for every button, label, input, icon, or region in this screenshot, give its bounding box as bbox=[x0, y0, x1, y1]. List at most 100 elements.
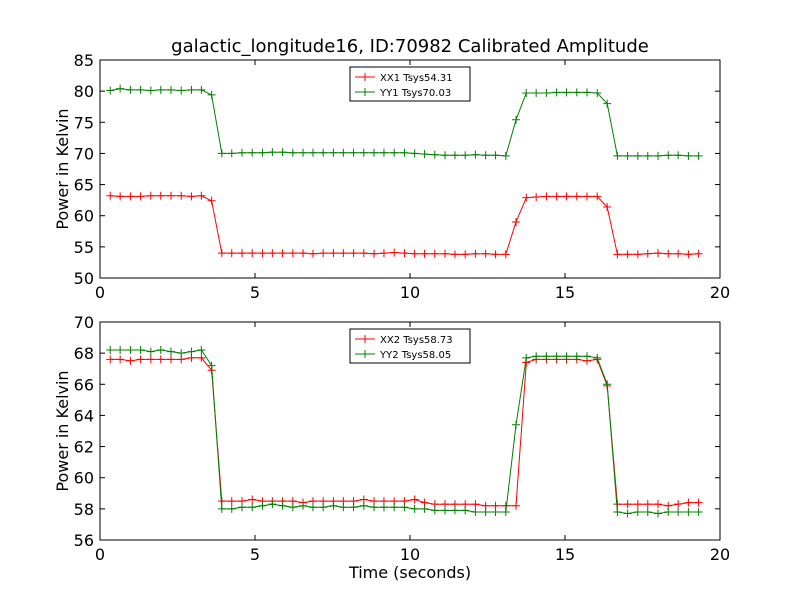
data-point-marker bbox=[501, 250, 510, 259]
data-point-marker bbox=[532, 352, 541, 361]
data-point-marker bbox=[461, 506, 470, 515]
data-point-marker bbox=[227, 504, 236, 513]
data-point-marker bbox=[684, 151, 693, 160]
data-point-marker bbox=[177, 191, 186, 200]
data-point-marker bbox=[319, 503, 328, 512]
x-tick-label: 10 bbox=[400, 283, 420, 302]
data-point-marker bbox=[106, 191, 115, 200]
y-tick-label: 60 bbox=[74, 469, 94, 488]
data-point-marker bbox=[461, 151, 470, 160]
y-tick-label: 64 bbox=[74, 406, 94, 425]
data-point-marker bbox=[237, 249, 246, 258]
data-point-marker bbox=[136, 346, 145, 355]
data-point-marker bbox=[379, 503, 388, 512]
data-point-marker bbox=[349, 249, 358, 258]
data-point-marker bbox=[288, 148, 297, 157]
data-point-marker bbox=[654, 151, 662, 160]
data-point-marker bbox=[450, 506, 459, 515]
data-point-marker bbox=[410, 504, 419, 513]
data-point-marker bbox=[613, 250, 622, 259]
series-line-xx2 bbox=[110, 357, 699, 507]
data-point-marker bbox=[664, 507, 673, 516]
data-point-marker bbox=[471, 507, 480, 516]
data-point-marker bbox=[522, 89, 531, 98]
data-point-marker bbox=[441, 506, 450, 515]
x-tick-label: 0 bbox=[95, 545, 105, 564]
data-point-marker bbox=[552, 352, 561, 361]
legend-marker bbox=[361, 350, 369, 358]
data-point-marker bbox=[197, 191, 206, 200]
data-point-marker bbox=[126, 346, 135, 355]
data-point-marker bbox=[248, 495, 257, 504]
legend: XX1 Tsys54.31 YY1 Tsys70.03 bbox=[349, 66, 471, 102]
data-point-marker bbox=[694, 151, 703, 160]
data-point-marker bbox=[674, 151, 683, 160]
data-point-marker bbox=[268, 148, 277, 157]
data-point-marker bbox=[329, 501, 338, 510]
data-point-marker bbox=[207, 90, 216, 99]
data-point-marker bbox=[288, 249, 297, 258]
data-point-marker bbox=[512, 420, 521, 429]
data-point-marker bbox=[400, 503, 409, 512]
data-point-marker bbox=[572, 88, 581, 97]
data-point-marker bbox=[339, 148, 348, 157]
data-point-marker bbox=[633, 250, 642, 259]
data-point-marker bbox=[299, 501, 308, 510]
data-point-marker bbox=[308, 148, 317, 157]
data-point-marker bbox=[187, 192, 196, 201]
data-point-marker bbox=[217, 149, 226, 158]
legend-marker bbox=[361, 73, 369, 81]
data-point-marker bbox=[278, 249, 287, 258]
data-point-marker bbox=[583, 352, 592, 361]
data-point-marker bbox=[643, 500, 652, 509]
data-point-marker bbox=[217, 249, 226, 258]
data-point-marker bbox=[126, 356, 135, 365]
data-point-marker bbox=[613, 507, 622, 516]
data-point-marker bbox=[278, 148, 287, 157]
top-panel: 0 5 10 15 20 50 55 60 65 70 75 80 85 Power in Kelvin X… bbox=[53, 51, 730, 302]
data-point-marker bbox=[603, 380, 612, 389]
data-point-marker bbox=[308, 503, 317, 512]
data-point-marker bbox=[156, 191, 165, 200]
data-point-marker bbox=[562, 352, 571, 361]
x-tick-label: 5 bbox=[250, 283, 260, 302]
data-point-marker bbox=[512, 115, 521, 124]
data-point-marker bbox=[359, 501, 368, 510]
data-point-marker bbox=[197, 346, 206, 355]
x-tick-label: 0 bbox=[95, 283, 105, 302]
legend-label: XX2 Tsys58.73 bbox=[380, 335, 453, 346]
data-point-marker bbox=[379, 249, 388, 258]
data-point-marker bbox=[654, 509, 662, 518]
data-point-marker bbox=[349, 148, 358, 157]
data-point-marker bbox=[512, 501, 521, 510]
data-point-marker bbox=[308, 249, 317, 258]
x-tick-label: 15 bbox=[555, 545, 575, 564]
data-point-marker bbox=[542, 352, 551, 361]
data-point-marker bbox=[562, 88, 571, 97]
data-point-marker bbox=[694, 507, 703, 516]
data-point-marker bbox=[166, 347, 175, 356]
data-point-marker bbox=[370, 249, 379, 258]
data-point-marker bbox=[156, 346, 165, 355]
data-point-marker bbox=[603, 202, 612, 211]
data-point-marker bbox=[572, 352, 581, 361]
data-point-marker bbox=[187, 347, 196, 356]
data-point-marker bbox=[441, 249, 450, 258]
legend-marker bbox=[361, 88, 369, 96]
data-point-marker bbox=[664, 151, 673, 160]
data-point-marker bbox=[288, 503, 297, 512]
data-point-marker bbox=[643, 151, 652, 160]
data-point-marker bbox=[654, 249, 662, 258]
data-point-marker bbox=[237, 148, 246, 157]
y-tick-label: 80 bbox=[74, 82, 94, 101]
data-point-marker bbox=[248, 148, 257, 157]
x-axis-label: Time (seconds) bbox=[348, 563, 471, 582]
data-point-marker bbox=[146, 191, 155, 200]
x-tick-label: 20 bbox=[710, 283, 730, 302]
data-point-marker bbox=[491, 507, 500, 516]
data-point-marker bbox=[390, 503, 399, 512]
data-point-marker bbox=[593, 192, 602, 201]
legend-label: YY2 Tsys58.05 bbox=[379, 350, 451, 361]
data-point-marker bbox=[684, 250, 693, 259]
